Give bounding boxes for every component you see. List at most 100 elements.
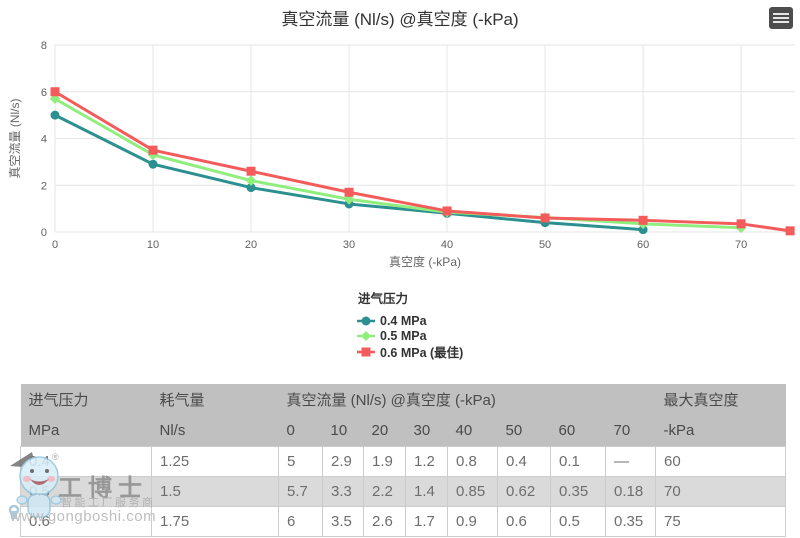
table-cell: 1.9 xyxy=(363,445,406,477)
x-tick-label: 20 xyxy=(245,239,257,251)
legend-item-0.6mpa[interactable]: 0.6 MPa (最佳) xyxy=(357,344,463,360)
table-cell: 5.7 xyxy=(278,475,323,507)
square-marker-icon xyxy=(357,347,375,357)
table-row: 0.4 1.25 5 2.9 1.9 1.2 0.8 0.4 0.1—60 xyxy=(20,445,787,477)
hamburger-menu-icon xyxy=(773,16,789,20)
data-point-marker xyxy=(540,213,550,223)
legend-item-label: 0.4 MPa xyxy=(380,313,427,328)
x-tick-label: 70 xyxy=(735,239,747,251)
table-cell: 60 xyxy=(655,445,787,477)
table-cell: 2.6 xyxy=(363,505,406,537)
table-cell: 0.18 xyxy=(604,475,657,507)
table-cell: 1.25 xyxy=(151,445,279,477)
table-cell: 0.4 xyxy=(497,445,551,477)
table-cell: 6 xyxy=(278,505,323,537)
table-cell: 0.1 xyxy=(550,445,606,477)
y-tick-label: 8 xyxy=(41,40,47,52)
x-axis-title: 真空度 (-kPa) xyxy=(389,254,461,269)
table-cell: 1.5 xyxy=(151,475,279,507)
data-point-marker xyxy=(785,226,795,236)
table-cell: 0.85 xyxy=(447,475,498,507)
table-unit-header-cell: 20 xyxy=(363,415,406,446)
y-tick-label: 0 xyxy=(41,227,47,239)
table-unit-header-cell: 30 xyxy=(405,415,448,446)
table-group-header-cell: 进气压力 xyxy=(20,384,152,415)
x-tick-label: 30 xyxy=(343,239,355,251)
table-cell: 0.35 xyxy=(604,505,657,537)
table-cell: — xyxy=(604,445,657,477)
table-unit-header-cell: MPa xyxy=(20,415,152,446)
y-tick-label: 6 xyxy=(41,87,47,99)
legend-item-label: 0.5 MPa xyxy=(380,329,427,344)
table-cell: 2.9 xyxy=(322,445,364,477)
table-cell: 0.35 xyxy=(550,475,606,507)
table-cell: 1.75 xyxy=(151,505,279,537)
chart-title: 真空流量 (Nl/s) @真空度 (-kPa) xyxy=(281,10,519,29)
table-cell: 1.4 xyxy=(405,475,448,507)
table-cell: 0.6 xyxy=(497,505,551,537)
data-point-marker xyxy=(638,215,648,225)
table-group-header-cell: 最大真空度 xyxy=(655,384,786,415)
x-tick-label: 10 xyxy=(147,239,159,251)
legend-title: 进气压力 xyxy=(358,292,409,306)
table-cell: 0.5 xyxy=(550,505,606,537)
table-row: 0.5 1.5 5.7 3.3 2.2 1.4 0.85 0.62 0.35 0.18 70 xyxy=(20,475,787,507)
y-tick-label: 4 xyxy=(41,134,47,146)
table-cell: 3.5 xyxy=(322,505,364,537)
table-cell: 0.62 xyxy=(497,475,551,507)
data-point-marker xyxy=(148,159,158,169)
table-cell: 0.4 xyxy=(20,445,152,477)
table-unit-header-cell: 50 xyxy=(497,415,551,446)
legend-item-0.5mpa[interactable]: 0.5 MPa xyxy=(357,329,463,345)
spec-table: 进气压力 耗气量 真空流量 (Nl/s) @真空度 (-kPa) 最大真空度 MPa Nl… xyxy=(20,384,787,537)
table-cell: 0.5 xyxy=(20,475,152,507)
legend-item-0.4mpa[interactable]: 0.4 MPa xyxy=(357,313,463,329)
legend-item-label: 0.6 MPa (最佳) xyxy=(380,346,464,361)
table-cell: 1.7 xyxy=(405,505,448,537)
data-point-marker xyxy=(344,187,354,197)
table-unit-header-cell: 0 xyxy=(278,415,323,446)
circle-marker-icon xyxy=(357,316,375,326)
x-tick-label: 40 xyxy=(441,239,453,251)
table-group-header-cell: 耗气量 xyxy=(151,384,279,415)
series-line xyxy=(53,97,743,230)
y-axis-title: 真空流量 (Nl/s) xyxy=(8,99,22,179)
table-cell: 75 xyxy=(655,505,787,537)
data-point-marker xyxy=(245,175,257,186)
chart-plot: 0 2 4 6 8 0 10 20 30 40 50 60 70 真空度 (-kPa) 真空流量 (Nl/s… xyxy=(8,40,795,269)
table-unit-header-cell: Nl/s xyxy=(151,415,279,446)
table-cell: 0.8 xyxy=(447,445,498,477)
table-cell: 5 xyxy=(278,445,323,477)
table-cell: 2.2 xyxy=(363,475,406,507)
data-point-marker xyxy=(246,166,256,176)
data-point-marker xyxy=(50,110,60,120)
hamburger-menu-icon xyxy=(773,12,789,16)
table-unit-header-cell: 10 xyxy=(322,415,364,446)
data-point-marker xyxy=(50,87,60,97)
chart-legend: 进气压力 0.4 MPa 0.5 MPa 0.6 MPa (最佳) xyxy=(357,288,463,360)
table-row: 0.6 1.75 6 3.5 2.6 1.7 0.9 0.6 0.5 0.35 75 xyxy=(20,505,787,537)
legend-items: 0.4 MPa 0.5 MPa 0.6 MPa (最佳) xyxy=(357,313,463,360)
table-cell: 1.2 xyxy=(405,445,448,477)
y-tick-label: 2 xyxy=(41,180,47,192)
table-unit-header-cell: -kPa xyxy=(655,415,786,446)
table-group-header-cell: 真空流量 (Nl/s) @真空度 (-kPa) xyxy=(278,384,656,415)
data-point-marker xyxy=(638,225,648,235)
diamond-marker-icon xyxy=(357,331,375,342)
hamburger-menu-icon xyxy=(773,20,789,24)
data-point-marker xyxy=(246,183,256,193)
data-point-marker xyxy=(148,145,158,155)
table-unit-header-cell: 60 xyxy=(550,415,606,446)
x-tick-label: 60 xyxy=(637,239,649,251)
data-point-marker xyxy=(442,206,452,216)
table-cell: 70 xyxy=(655,475,787,507)
export-menu-button[interactable] xyxy=(769,7,793,29)
x-tick-label: 0 xyxy=(52,239,58,251)
data-point-marker xyxy=(736,219,746,229)
table-unit-header-cell: 70 xyxy=(605,415,656,446)
table-unit-header-cell: 40 xyxy=(447,415,498,446)
table-cell: 0.9 xyxy=(447,505,498,537)
table-cell: 0.6 xyxy=(20,505,152,537)
table-cell: 3.3 xyxy=(322,475,364,507)
